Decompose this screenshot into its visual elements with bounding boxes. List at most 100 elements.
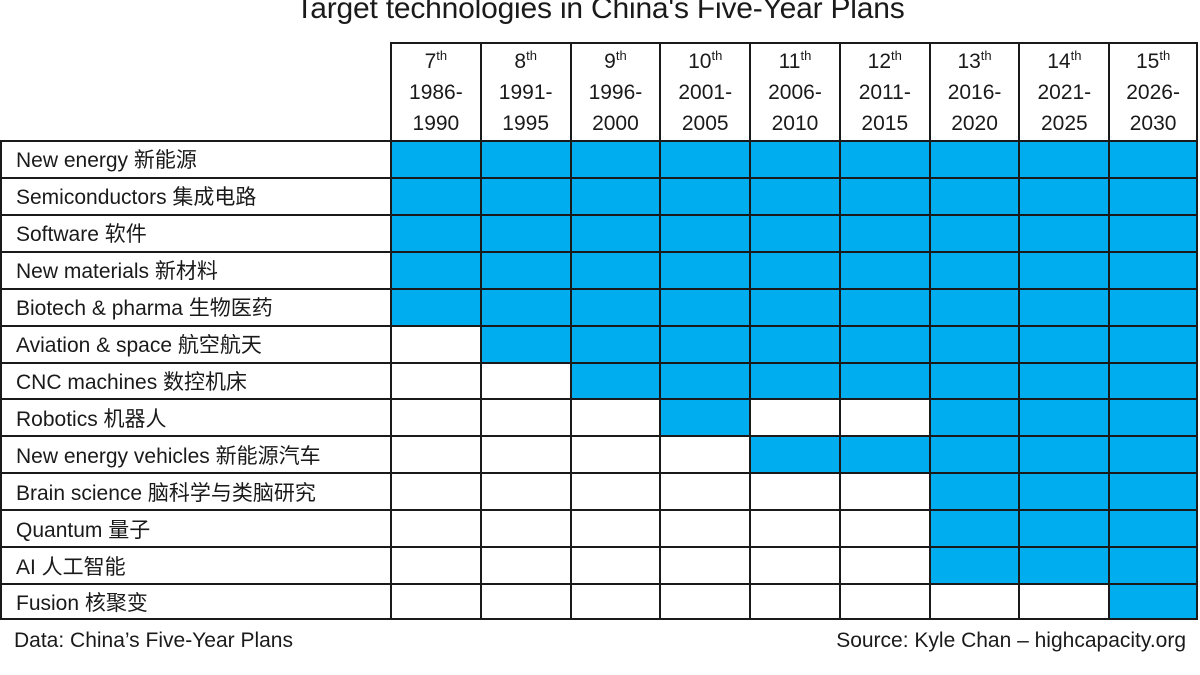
row-label: Biotech & pharma 生物医药 (0, 287, 390, 325)
plan-years-start: 2001- (678, 80, 733, 104)
grid-cell (838, 472, 929, 510)
plan-years-end: 1990 (412, 111, 460, 135)
grid-cell (569, 287, 660, 325)
grid-cell (838, 583, 929, 620)
grid-cell (928, 509, 1019, 547)
grid-cell (479, 324, 570, 362)
grid-cell (479, 546, 570, 584)
plan-ordinal-suffix: th (711, 47, 723, 63)
grid-cell (479, 213, 570, 251)
plan-years-start: 2006- (768, 80, 822, 104)
row-label: Semiconductors 集成电路 (0, 176, 390, 214)
plan-ordinal-suffix: th (980, 47, 992, 63)
grid-cell (928, 361, 1019, 399)
grid-cell (659, 509, 750, 547)
plan-years-end: 1995 (502, 111, 550, 135)
grid-cell (659, 213, 750, 251)
grid-cell (838, 176, 929, 214)
grid-cell (659, 435, 750, 473)
grid-cell (1108, 287, 1198, 325)
data-note: Data: China’s Five-Year Plans (14, 629, 293, 652)
grid-cell (1108, 324, 1198, 362)
grid-cell (838, 398, 929, 436)
grid-cell (390, 398, 480, 436)
row-label: Aviation & space 航空航天 (0, 324, 390, 362)
grid-cell (838, 287, 929, 325)
row-label: Quantum 量子 (0, 509, 390, 547)
plan-column-header: 11th 2006- 2010 (749, 42, 839, 140)
grid-cell (479, 361, 570, 399)
grid-cell (569, 324, 660, 362)
grid-cell (1108, 213, 1198, 251)
row-label: Software 软件 (0, 213, 390, 251)
grid-cell (659, 398, 750, 436)
plan-column-header: 7th 1986- 1990 (390, 42, 480, 140)
row-label: New energy vehicles 新能源汽车 (0, 435, 390, 473)
grid-cell (390, 250, 480, 288)
grid-cell (659, 583, 750, 620)
plan-years-start: 1986- (409, 80, 463, 104)
plan-column-header: 15th 2026- 2030 (1108, 42, 1198, 140)
plan-ordinal-number: 14 (1047, 49, 1071, 73)
grid-cell (390, 583, 480, 620)
grid-cell (1108, 398, 1198, 436)
plan-years-end: 2010 (771, 111, 819, 135)
grid-cell (1018, 176, 1109, 214)
chart-title: Target technologies in China's Five-Year… (295, 0, 905, 25)
plan-years-start: 2021- (1037, 80, 1092, 104)
plan-column-header: 10th 2001- 2005 (659, 42, 750, 140)
plan-ordinal-suffix: th (800, 47, 812, 63)
plan-years-end: 2005 (681, 111, 729, 135)
grid-cell (1108, 250, 1198, 288)
grid-cell (838, 435, 929, 473)
plan-years-end: 2025 (1040, 111, 1088, 135)
grid-cell (390, 435, 480, 473)
plan-ordinal: 7th (425, 46, 448, 77)
grid-cell (1108, 435, 1198, 473)
grid-cell (928, 324, 1019, 362)
grid-cell (838, 213, 929, 251)
grid-cell (479, 398, 570, 436)
grid-cell (1108, 472, 1198, 510)
grid-cell (1018, 398, 1109, 436)
grid-cell (390, 213, 480, 251)
plan-column-header: 14th 2021- 2025 (1018, 42, 1109, 140)
plan-years-end: 2000 (592, 111, 639, 135)
plan-years-start: 2011- (858, 80, 911, 104)
grid-cell (749, 583, 839, 620)
grid-cell (749, 140, 839, 177)
grid-cell (1108, 546, 1198, 584)
grid-cell (1108, 140, 1198, 177)
plan-ordinal: 11th (779, 46, 812, 77)
grid-cell (390, 361, 480, 399)
grid-cell (390, 176, 480, 214)
plan-years-end: 2030 (1129, 111, 1177, 135)
grid-cell (928, 140, 1019, 177)
grid-cell (749, 398, 839, 436)
grid-cell (838, 361, 929, 399)
plan-ordinal-number: 11 (778, 49, 801, 73)
plan-ordinal-number: 9 (604, 49, 616, 73)
grid-cell (479, 509, 570, 547)
plan-ordinal: 13th (957, 46, 991, 77)
grid-cell (659, 324, 750, 362)
plan-ordinal: 10th (688, 46, 722, 77)
grid-cell (1018, 250, 1109, 288)
grid-cell (390, 546, 480, 584)
row-label: Fusion 核聚变 (0, 583, 390, 620)
grid-cell (569, 361, 660, 399)
grid-cell (928, 583, 1019, 620)
grid-cell (569, 140, 660, 177)
grid-cell (479, 250, 570, 288)
grid-cell (479, 287, 570, 325)
grid-cell (749, 472, 839, 510)
row-label: CNC machines 数控机床 (0, 361, 390, 399)
grid-cell (1018, 472, 1109, 510)
grid-cell (569, 398, 660, 436)
grid-cell (1018, 324, 1109, 362)
plan-years-start: 1991- (498, 80, 553, 104)
grid-cell (659, 140, 750, 177)
plan-ordinal: 12th (868, 46, 902, 77)
grid-cell (1018, 435, 1109, 473)
grid-cell (390, 324, 480, 362)
